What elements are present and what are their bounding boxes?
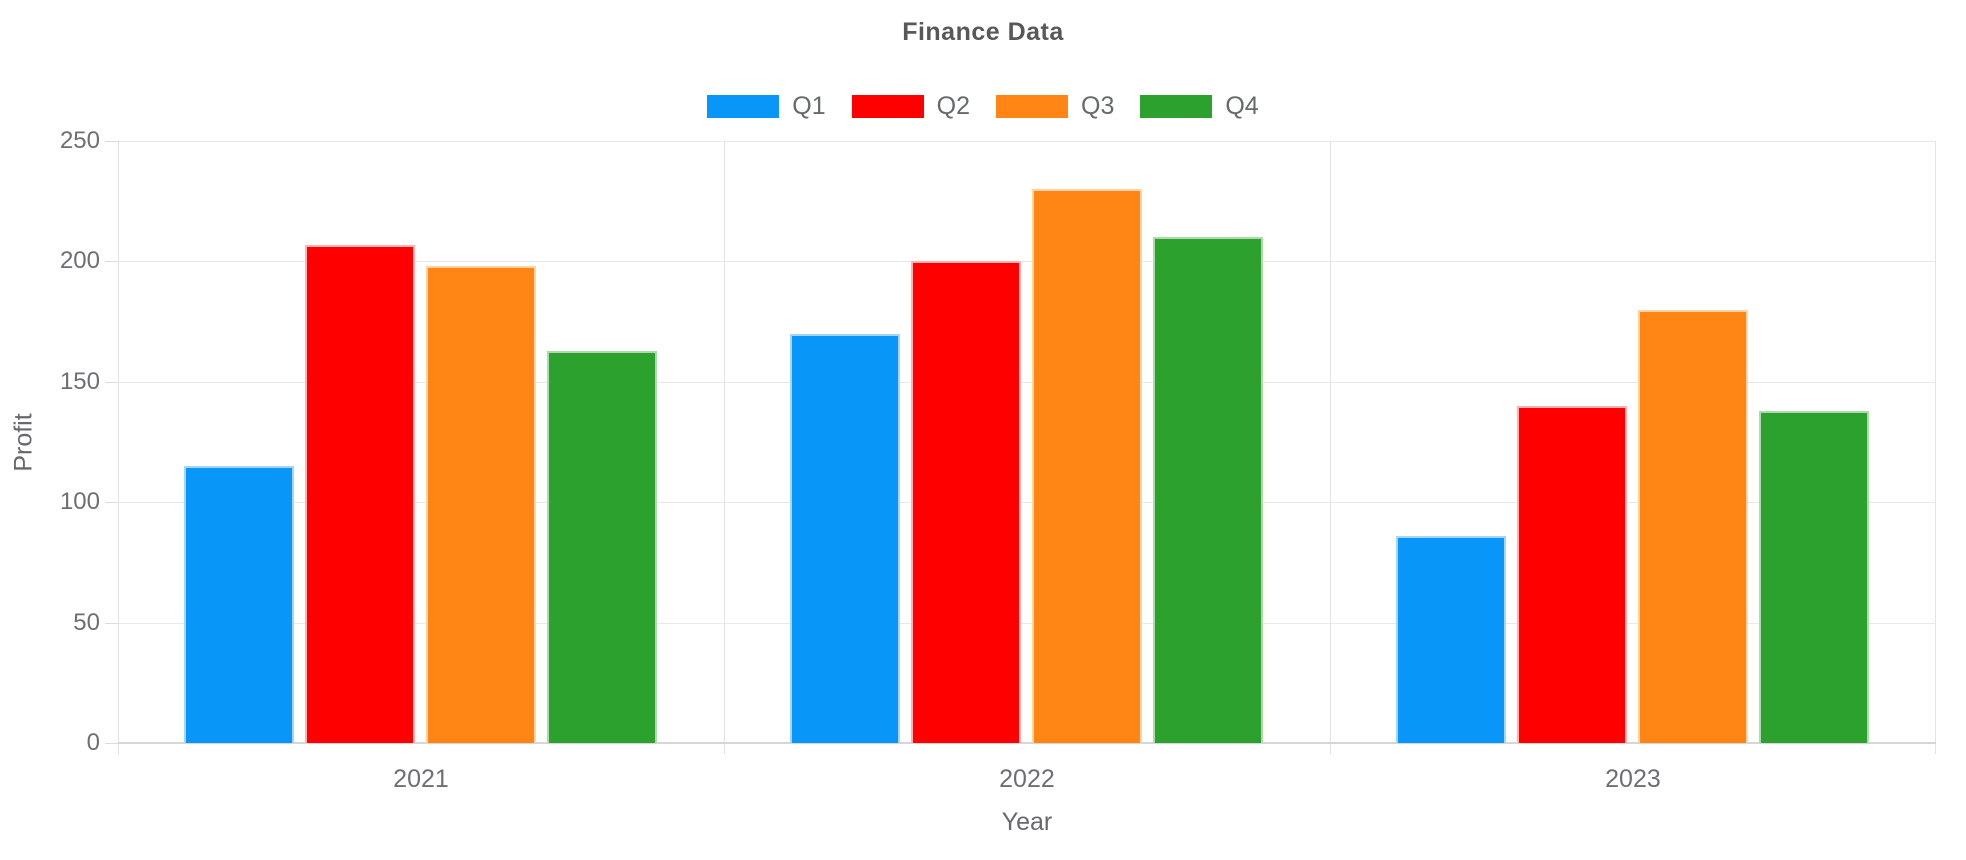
y-tick-label: 150 bbox=[59, 367, 100, 395]
y-tick-mark bbox=[105, 622, 118, 624]
legend-label: Q1 bbox=[792, 92, 826, 120]
x-tick-label: 2022 bbox=[999, 765, 1055, 793]
y-tick-label: 250 bbox=[59, 127, 100, 154]
y-axis-title: Profit bbox=[0, 141, 48, 743]
y-tick-mark bbox=[105, 743, 118, 744]
plot-area: 0 50 100 150 200 250 2021 2022 2023 bbox=[60, 127, 1936, 793]
legend: Q1 Q2 Q3 Q4 bbox=[0, 92, 1966, 121]
bar-2021-q4[interactable] bbox=[547, 350, 658, 743]
y-tick-mark bbox=[105, 141, 118, 142]
bar-group-2023 bbox=[1330, 141, 1936, 743]
y-tick-label: 200 bbox=[59, 247, 100, 275]
y-tick-mark bbox=[105, 381, 118, 383]
h-gridline bbox=[118, 261, 1936, 263]
bar-2023-q1[interactable] bbox=[1396, 535, 1507, 743]
v-gridline bbox=[118, 141, 119, 754]
x-axis-line bbox=[118, 742, 1936, 744]
y-tick-label: 0 bbox=[86, 729, 100, 756]
x-axis-title: Year bbox=[1001, 808, 1053, 836]
bar-2021-q1[interactable] bbox=[184, 466, 295, 743]
legend-item-q1[interactable]: Q1 bbox=[707, 92, 826, 121]
y-tick-label: 100 bbox=[59, 488, 100, 516]
x-tick-label: 2021 bbox=[393, 765, 449, 793]
v-gridline bbox=[1935, 141, 1936, 754]
h-gridline bbox=[118, 502, 1936, 504]
bar-2021-q2[interactable] bbox=[305, 244, 416, 743]
legend-swatch bbox=[1140, 95, 1213, 118]
chart-title: Finance Data bbox=[902, 18, 1064, 46]
h-gridline bbox=[118, 141, 1936, 142]
y-axis-title-label: Profit bbox=[9, 412, 38, 472]
h-gridline bbox=[118, 622, 1936, 624]
bar-2022-q1[interactable] bbox=[790, 333, 901, 743]
x-tick-label: 2023 bbox=[1605, 765, 1661, 793]
legend-item-q2[interactable]: Q2 bbox=[851, 92, 970, 121]
bar-2022-q3[interactable] bbox=[1032, 189, 1143, 743]
legend-swatch bbox=[851, 95, 924, 118]
legend-swatch bbox=[996, 95, 1068, 118]
h-gridline bbox=[118, 381, 1936, 383]
legend-item-q3[interactable]: Q3 bbox=[996, 92, 1114, 121]
v-gridline bbox=[1329, 141, 1331, 754]
y-tick-mark bbox=[105, 502, 118, 504]
y-tick-mark bbox=[105, 261, 118, 263]
legend-label: Q2 bbox=[936, 92, 970, 120]
y-tick-label: 50 bbox=[73, 608, 100, 636]
bar-2022-q2[interactable] bbox=[911, 261, 1022, 743]
bar-group-2022 bbox=[724, 141, 1330, 743]
legend-label: Q4 bbox=[1225, 92, 1259, 120]
v-gridline bbox=[723, 141, 725, 754]
bar-2023-q4[interactable] bbox=[1759, 410, 1870, 743]
bar-2023-q2[interactable] bbox=[1517, 405, 1628, 743]
bar-2022-q4[interactable] bbox=[1153, 237, 1264, 743]
legend-swatch bbox=[707, 95, 780, 118]
bar-2023-q3[interactable] bbox=[1638, 309, 1749, 743]
legend-item-q4[interactable]: Q4 bbox=[1140, 92, 1259, 121]
bar-group-2021 bbox=[118, 141, 724, 743]
bar-2021-q3[interactable] bbox=[426, 266, 537, 743]
legend-label: Q3 bbox=[1081, 92, 1115, 120]
